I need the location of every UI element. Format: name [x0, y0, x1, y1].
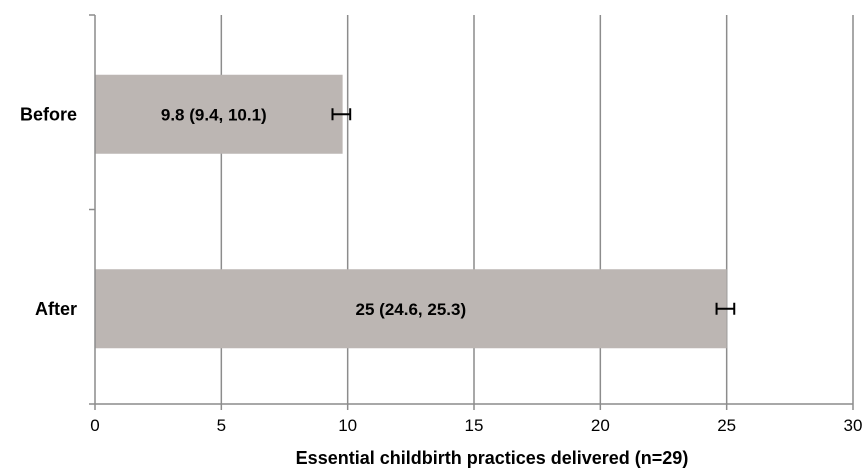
- category-label-before: Before: [20, 104, 77, 124]
- category-label-after: After: [35, 299, 77, 319]
- x-tick-label-20: 20: [591, 416, 610, 435]
- error-bar-before: [331, 108, 352, 121]
- data-label-before: 9.8 (9.4, 10.1): [161, 105, 267, 124]
- data-labels: 9.8 (9.4, 10.1) 25 (24.6, 25.3): [161, 105, 466, 319]
- x-tick-label-10: 10: [338, 416, 357, 435]
- bar-after: [95, 269, 727, 349]
- bars: [95, 74, 727, 349]
- x-tick-labels: 0 5 10 15 20 25 30: [90, 416, 862, 435]
- x-axis-title: Essential childbirth practices delivered…: [296, 448, 689, 468]
- axes: [89, 14, 854, 410]
- x-tick-label-0: 0: [90, 416, 99, 435]
- x-tick-label-25: 25: [717, 416, 736, 435]
- data-label-after: 25 (24.6, 25.3): [356, 300, 467, 319]
- category-labels: Before After: [20, 104, 77, 319]
- x-tick-label-30: 30: [844, 416, 863, 435]
- error-bar-after: [715, 302, 736, 315]
- bar-before: [95, 74, 343, 154]
- error-bars: [331, 108, 736, 315]
- x-tick-label-15: 15: [465, 416, 484, 435]
- x-tick-label-5: 5: [217, 416, 226, 435]
